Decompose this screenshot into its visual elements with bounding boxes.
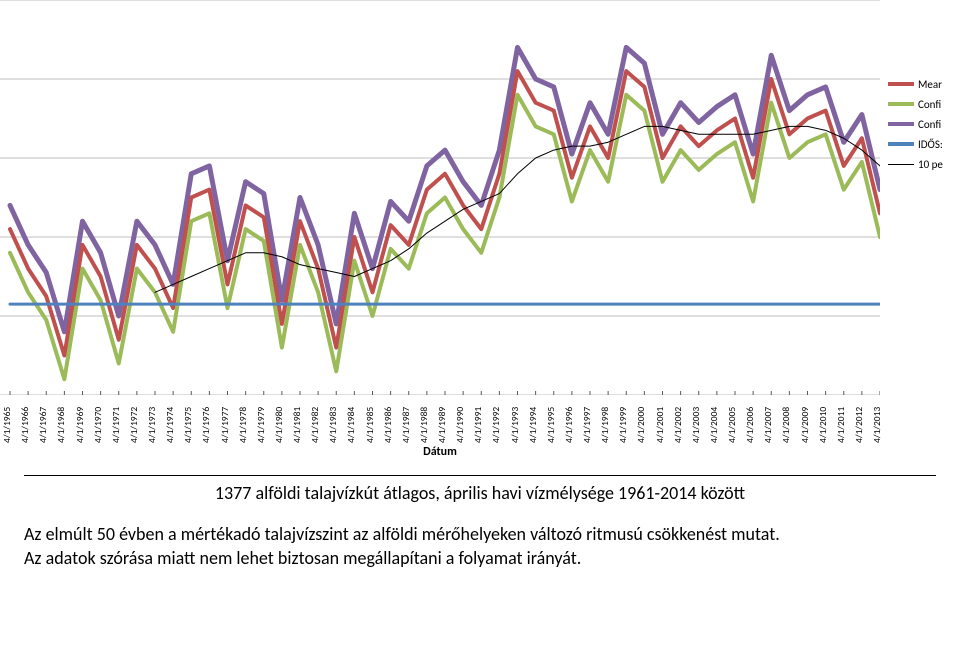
- x-tick-label: 4/1/2000: [635, 407, 647, 443]
- x-axis-title: Dátum: [0, 445, 880, 459]
- legend-label: Confi: [918, 118, 941, 131]
- chart-container: 4/1/1965 4/1/1966 4/1/1967 4/1/1968 4/1/1969…: [0, 0, 960, 460]
- x-axis-labels: 4/1/1965 4/1/1966 4/1/1967 4/1/1968 4/1/1969…: [0, 395, 880, 443]
- x-tick-label: 4/1/1968: [55, 407, 67, 443]
- x-tick-label: 4/1/2005: [726, 407, 738, 443]
- x-tick-label: 4/1/1983: [327, 407, 339, 443]
- legend-item: IDŐS:: [888, 135, 960, 153]
- figure-title: 1377 alföldi talajvízkút átlagos, áprili…: [24, 482, 936, 504]
- legend-item: Mear: [888, 75, 960, 93]
- legend-swatch: [888, 82, 914, 86]
- x-tick-label: 4/1/2009: [799, 407, 811, 443]
- x-tick-label: 4/1/1969: [74, 407, 86, 443]
- caption-divider: [24, 475, 936, 476]
- x-tick-label: 4/1/1972: [128, 407, 140, 443]
- x-tick-label: 4/1/1974: [164, 407, 176, 443]
- x-tick-label: 4/1/2011: [835, 407, 847, 443]
- x-tick-label: 4/1/1982: [309, 407, 321, 443]
- x-tick-label: 4/1/1973: [146, 407, 158, 443]
- x-tick-label: 4/1/1990: [454, 407, 466, 443]
- x-tick-label: 4/1/1979: [255, 407, 267, 443]
- x-tick-label: 4/1/1995: [545, 407, 557, 443]
- x-tick-label: 4/1/1980: [273, 407, 285, 443]
- caption-text-2: Az adatok szórása miatt nem lehet biztos…: [24, 547, 581, 569]
- legend-swatch: [888, 102, 914, 106]
- x-tick-label: 4/1/1988: [418, 407, 430, 443]
- x-tick-label: 4/1/1981: [291, 407, 303, 443]
- legend-swatch: [888, 142, 914, 146]
- caption-block: 1377 alföldi talajvízkút átlagos, áprili…: [24, 475, 936, 571]
- x-tick-label: 4/1/1976: [200, 407, 212, 443]
- x-tick-label: 4/1/1971: [110, 407, 122, 443]
- x-tick-label: 4/1/2013: [871, 407, 883, 443]
- x-tick-label: 4/1/1991: [472, 407, 484, 443]
- x-tick-label: 4/1/1994: [527, 407, 539, 443]
- legend-label: Confi: [918, 98, 941, 111]
- line-chart: [0, 0, 880, 395]
- x-tick-label: 4/1/1985: [364, 407, 376, 443]
- x-tick-label: 4/1/1996: [563, 407, 575, 443]
- x-tick-label: 4/1/1999: [617, 407, 629, 443]
- caption-text-1: Az elmúlt 50 évben a mértékadó talajvízs…: [24, 523, 780, 545]
- x-tick-label: 4/1/1965: [1, 407, 13, 443]
- x-tick-label: 4/1/1966: [19, 407, 31, 443]
- x-tick-label: 4/1/2003: [690, 407, 702, 443]
- x-tick-label: 4/1/1986: [382, 407, 394, 443]
- x-tick-label: 4/1/2002: [672, 407, 684, 443]
- x-tick-label: 4/1/1970: [92, 407, 104, 443]
- x-tick-label: 4/1/1984: [345, 407, 357, 443]
- x-tick-label: 4/1/2001: [654, 407, 666, 443]
- x-tick-label: 4/1/1975: [182, 407, 194, 443]
- legend-label: 10 pe: [918, 158, 943, 171]
- x-tick-label: 4/1/2012: [853, 407, 865, 443]
- x-tick-label: 4/1/2007: [762, 407, 774, 443]
- legend-item: 10 pe: [888, 155, 960, 173]
- x-tick-label: 4/1/1977: [219, 407, 231, 443]
- legend-swatch: [888, 164, 914, 165]
- x-tick-label: 4/1/1987: [400, 407, 412, 443]
- legend-label: IDŐS:: [918, 138, 943, 151]
- x-tick-label: 4/1/1989: [436, 407, 448, 443]
- x-tick-label: 4/1/1993: [509, 407, 521, 443]
- x-tick-label: 4/1/2004: [708, 407, 720, 443]
- legend: Mear Confi Confi IDŐS: 10 pe: [888, 75, 960, 175]
- legend-item: Confi: [888, 115, 960, 133]
- legend-swatch: [888, 122, 914, 126]
- x-tick-label: 4/1/2010: [817, 407, 829, 443]
- legend-item: Confi: [888, 95, 960, 113]
- x-tick-label: 4/1/1967: [37, 407, 49, 443]
- x-tick-label: 4/1/1997: [581, 407, 593, 443]
- x-tick-label: 4/1/1978: [237, 407, 249, 443]
- page-root: 4/1/1965 4/1/1966 4/1/1967 4/1/1968 4/1/1969…: [0, 0, 960, 667]
- x-tick-label: 4/1/2006: [744, 407, 756, 443]
- x-tick-label: 4/1/1992: [490, 407, 502, 443]
- x-tick-label: 4/1/2008: [780, 407, 792, 443]
- legend-label: Mear: [918, 78, 942, 91]
- x-tick-label: 4/1/1998: [599, 407, 611, 443]
